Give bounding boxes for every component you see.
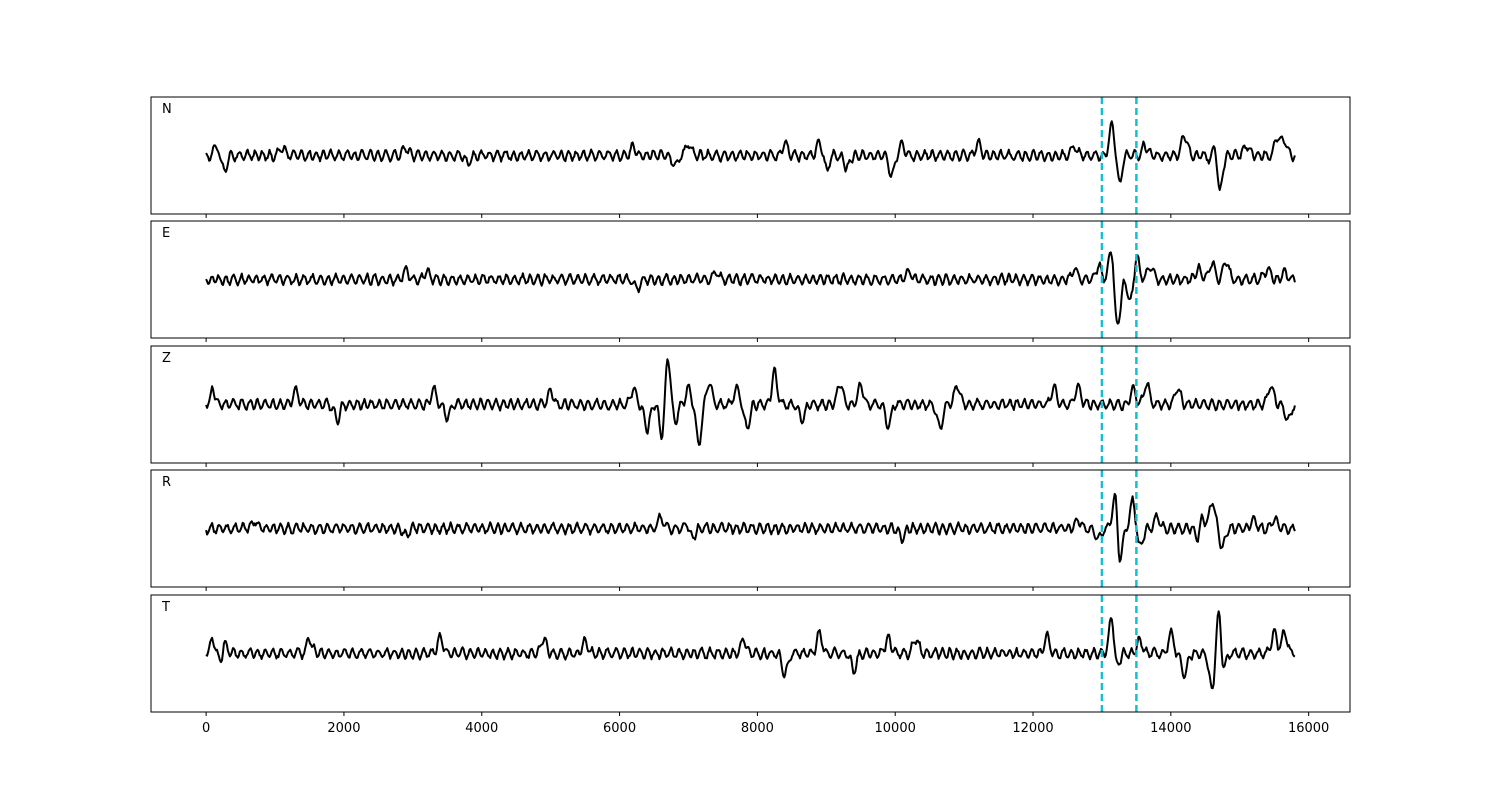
x-tick-label: 14000: [1150, 721, 1191, 736]
x-tick-label: 12000: [1012, 721, 1053, 736]
trace-line-n: [205, 120, 1296, 191]
x-tick-label: 2000: [327, 721, 360, 736]
trace-panels: N E Z R T: [150, 96, 1351, 716]
x-tick-label: 6000: [603, 721, 636, 736]
panel-z: Z: [150, 345, 1351, 467]
panel-frame: [150, 220, 1351, 339]
trace-line-e: [205, 251, 1296, 325]
x-tick-label: 0: [202, 721, 210, 736]
panel-frame: [150, 96, 1351, 215]
panel-label: Z: [162, 351, 171, 366]
trace-line-t: [205, 610, 1296, 690]
panel-frame: [150, 345, 1351, 464]
x-tick-label: 4000: [465, 721, 498, 736]
panel-t: T: [150, 594, 1351, 716]
panel-e: E: [150, 220, 1351, 342]
x-axis: 0 2000 4000 6000 8000 10000 12000 14000 16000: [202, 721, 1329, 736]
panel-n: N: [150, 96, 1351, 218]
x-tick-label: 8000: [741, 721, 774, 736]
panel-label: E: [162, 226, 170, 241]
x-tick-label: 10000: [875, 721, 916, 736]
trace-line-r: [205, 492, 1296, 563]
panel-label: R: [162, 475, 171, 490]
panel-r: R: [150, 469, 1351, 591]
panel-frame: [150, 594, 1351, 713]
x-tick-label: 16000: [1288, 721, 1329, 736]
panel-label: N: [162, 102, 172, 117]
trace-line-z: [205, 358, 1296, 446]
panel-label: T: [161, 600, 170, 615]
panel-frame: [150, 469, 1351, 588]
